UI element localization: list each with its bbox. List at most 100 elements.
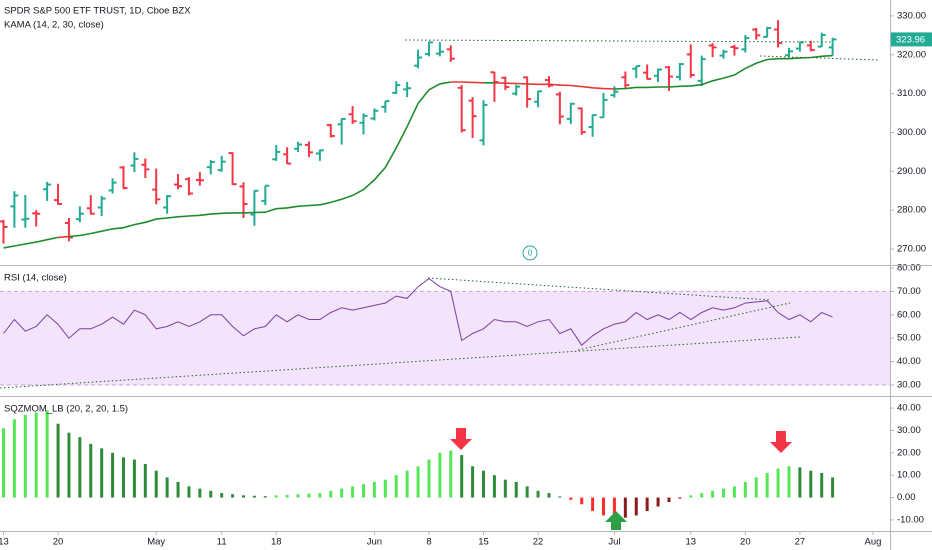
momentum-bar <box>362 484 366 498</box>
symbol-title: SPDR S&P 500 ETF TRUST, 1D, Cboe BZX <box>4 6 191 17</box>
down-arrow <box>450 428 472 450</box>
momentum-bar <box>765 472 769 498</box>
momentum-bar <box>318 493 322 498</box>
kama-line <box>450 81 484 84</box>
momentum-bar <box>525 486 529 498</box>
event-marker-label[interactable]: 0 <box>528 249 533 258</box>
x-tick-label: 13 <box>0 537 9 548</box>
momentum-bar <box>307 493 311 498</box>
x-tick-label: Jun <box>367 537 382 548</box>
y-tick-label: 330.00 <box>897 10 926 21</box>
y-tick-label: 80.00 <box>897 263 921 274</box>
up-arrow <box>605 511 627 530</box>
momentum-bar <box>754 477 758 498</box>
x-tick-label: 15 <box>478 537 489 548</box>
momentum-bar <box>732 486 736 498</box>
mark-layer: 270.00280.00290.00300.00310.00320.00330.… <box>0 10 932 548</box>
momentum-bar <box>722 488 726 498</box>
momentum-bar <box>416 466 420 498</box>
momentum-bar <box>591 497 595 511</box>
momentum-bar <box>492 475 496 498</box>
momentum-bar <box>12 419 16 498</box>
back-layer <box>0 290 890 386</box>
y-tick-label: 40.00 <box>897 403 921 414</box>
y-tick-label: 300.00 <box>897 127 926 138</box>
y-tick-label: 70.00 <box>897 286 921 297</box>
momentum-bar <box>689 495 693 498</box>
indicator-legend: KAMA (14, 2, 30, close) <box>4 20 104 31</box>
momentum-bar <box>711 490 715 498</box>
momentum-bar <box>132 459 136 498</box>
x-tick-label: 20 <box>53 537 64 548</box>
y-tick-label: 320.00 <box>897 49 926 60</box>
momentum-bar <box>427 459 431 498</box>
y-tick-label: 40.00 <box>897 356 921 367</box>
trend-line <box>0 336 801 389</box>
x-tick-label: 27 <box>795 537 806 548</box>
momentum-bar <box>394 475 398 498</box>
y-tick-label: 0.00 <box>897 492 916 503</box>
momentum-bar <box>558 496 562 498</box>
y-tick-label: 30.00 <box>897 425 921 436</box>
momentum-bar <box>187 486 191 498</box>
x-tick-label: 20 <box>740 537 751 548</box>
momentum-bar <box>1 428 5 498</box>
momentum-bar <box>56 423 60 498</box>
momentum-bar <box>165 477 169 498</box>
momentum-bar <box>242 495 246 498</box>
momentum-bar <box>78 437 82 498</box>
momentum-bar <box>263 496 267 498</box>
momentum-bar <box>820 472 824 498</box>
momentum-bar <box>274 495 278 498</box>
momentum-bar <box>602 497 606 516</box>
momentum-bar <box>23 414 27 498</box>
y-tick-label: 310.00 <box>897 88 926 99</box>
momentum-bar <box>351 486 355 498</box>
kama-line <box>614 54 833 90</box>
momentum-bar <box>667 497 671 503</box>
x-tick-label: May <box>147 537 165 548</box>
trend-line <box>427 277 771 301</box>
momentum-bar <box>100 448 104 498</box>
x-tick-label: Aug <box>865 537 882 548</box>
momentum-bar <box>514 481 518 498</box>
momentum-bar <box>645 497 649 511</box>
momentum-bar <box>471 466 475 498</box>
momentum-bar <box>176 481 180 498</box>
y-tick-label: 20.00 <box>897 447 921 458</box>
momentum-bar <box>612 497 616 523</box>
event-marker[interactable] <box>522 245 538 261</box>
momentum-bar <box>296 494 300 498</box>
kama-line <box>68 81 451 238</box>
y-tick-label: 60.00 <box>897 309 921 320</box>
x-tick-label: Jul <box>608 537 620 548</box>
kama-line <box>3 236 59 249</box>
down-arrow <box>770 431 792 453</box>
x-tick-label: 11 <box>217 537 227 548</box>
x-tick-label: 18 <box>271 537 282 548</box>
momentum-bar <box>700 493 704 498</box>
momentum-bar <box>503 479 507 498</box>
momentum-bar <box>438 452 442 498</box>
y-tick-label: 280.00 <box>897 205 926 216</box>
rsi-line <box>3 277 833 346</box>
momentum-bar <box>121 457 125 498</box>
momentum-bar <box>580 497 584 505</box>
momentum-bar <box>787 466 791 498</box>
momentum-bar <box>34 412 38 498</box>
last-price-label: 323.96 <box>896 34 925 45</box>
momentum-bar <box>743 481 747 498</box>
y-tick-label: 50.00 <box>897 333 921 344</box>
trend-line <box>577 302 791 351</box>
momentum-bar <box>143 464 147 498</box>
momentum-bar <box>154 470 158 498</box>
momentum-bar <box>383 479 387 498</box>
kama-line <box>494 82 615 90</box>
momentum-bar <box>449 450 453 498</box>
y-tick-label: 290.00 <box>897 166 926 177</box>
momentum-bar <box>340 488 344 498</box>
kama-line <box>57 235 69 239</box>
y-tick-label: 270.00 <box>897 244 926 255</box>
y-tick-label: 10.00 <box>897 470 921 481</box>
